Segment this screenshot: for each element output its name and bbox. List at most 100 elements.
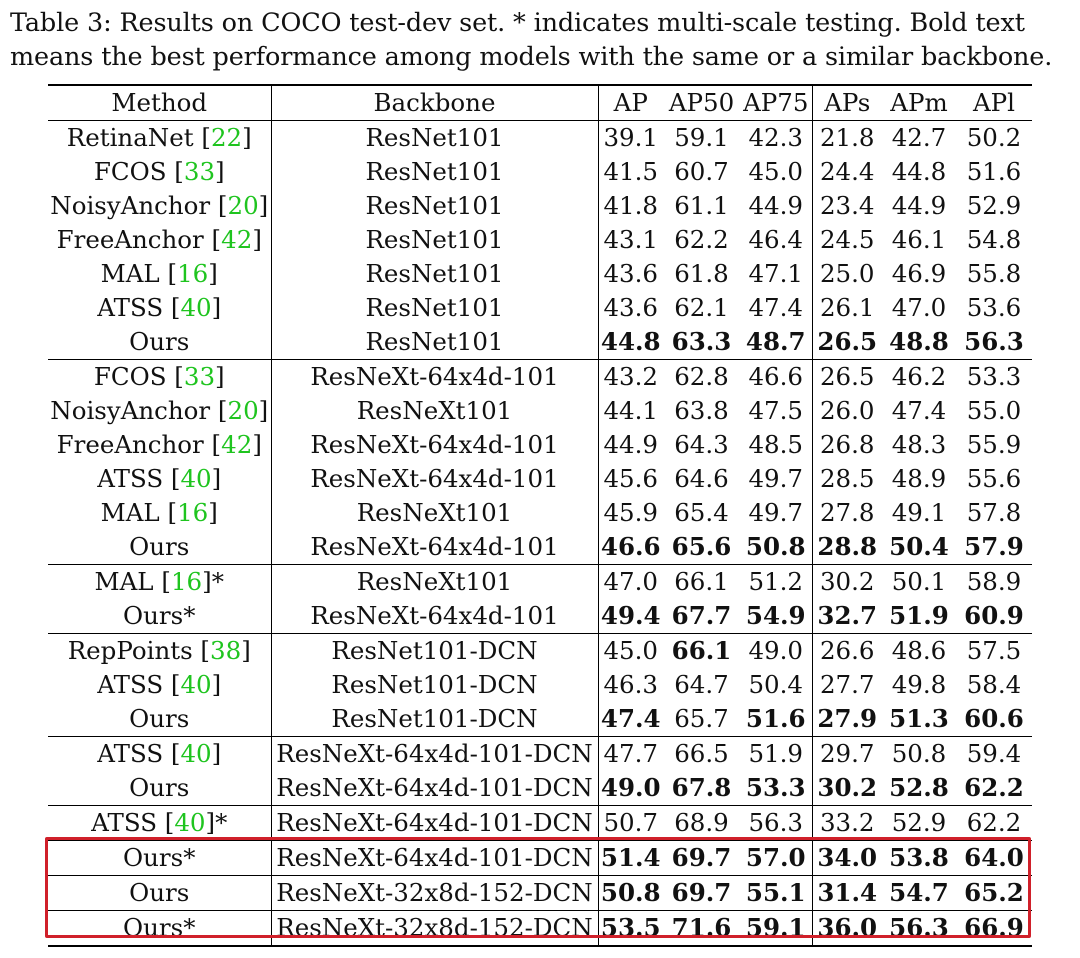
ap75-cell: 50.4 <box>748 670 804 699</box>
ap75-cell: 49.7 <box>748 464 804 493</box>
apl-cell: 59.4 <box>956 736 1032 771</box>
backbone-cell: ResNeXt101 <box>270 496 598 530</box>
apm-cell: 47.0 <box>891 293 947 322</box>
apm-cell: 53.8 <box>882 840 956 876</box>
method-name: RepPoints <box>67 636 193 665</box>
method-name: FCOS <box>93 362 167 391</box>
ap-cell: 44.9 <box>597 428 663 462</box>
apm-cell: 50.8 <box>882 736 956 771</box>
apl-cell: 66.9 <box>956 910 1032 947</box>
ap75-cell: 49.0 <box>740 633 812 668</box>
backbone-cell: ResNeXt-64x4d-101-DCN <box>270 805 598 841</box>
aps-cell: 24.4 <box>811 155 882 189</box>
multiscale-marker: * <box>183 601 196 630</box>
method-cell: Ours* <box>48 840 271 876</box>
ap75-cell: 47.4 <box>748 293 804 322</box>
apl-cell: 53.6 <box>966 293 1022 322</box>
apl-cell: 55.6 <box>966 464 1022 493</box>
caption-line-2: means the best performance among models … <box>10 42 1053 72</box>
apl-cell: 60.9 <box>964 601 1024 630</box>
header-ap: AP <box>597 84 663 121</box>
method-cell: FreeAnchor [42] <box>56 430 262 459</box>
citation-link[interactable]: 40 <box>174 808 206 837</box>
citation-link[interactable]: 33 <box>183 157 216 186</box>
table-row: NoisyAnchor [20] ResNeXt101 44.1 63.8 47.5 26… <box>48 394 1032 428</box>
apm-cell: 52.9 <box>882 805 956 841</box>
apl-cell: 57.5 <box>956 633 1032 668</box>
ap50-cell: 66.5 <box>663 736 740 771</box>
backbone-cell: ResNet101 <box>270 155 598 189</box>
table-row: MAL [16]* ResNeXt101 47.0 66.1 51.2 30.2 50.1 5… <box>48 564 1032 599</box>
ap75-cell: 46.4 <box>748 225 804 254</box>
multiscale-marker: * <box>215 808 228 837</box>
apm-cell: 48.6 <box>882 633 956 668</box>
citation-link[interactable]: 20 <box>227 396 259 425</box>
citation-link[interactable]: 40 <box>180 670 212 699</box>
method-name: ATSS <box>97 670 164 699</box>
aps-cell: 26.5 <box>811 359 882 394</box>
method-cell: ATSS [40] <box>97 464 222 493</box>
table-row: Ours* ResNeXt-32x8d-152-DCN 53.5 71.6 59.1 36… <box>48 910 1032 947</box>
ap50-cell: 69.7 <box>663 875 740 911</box>
table-row: ATSS [40] ResNet101 43.6 62.1 47.4 26.1 47.0 53… <box>48 291 1032 325</box>
ap-cell: 51.4 <box>597 840 663 876</box>
method-name: NoisyAnchor <box>50 191 211 220</box>
ap-cell: 49.0 <box>597 771 663 806</box>
caption-line-1: Table 3: Results on COCO test-dev set. *… <box>10 8 1025 38</box>
citation-link[interactable]: 42 <box>221 430 253 459</box>
ap-cell: 41.5 <box>597 155 663 189</box>
ap-cell: 45.6 <box>597 462 663 496</box>
aps-cell: 30.2 <box>811 771 882 806</box>
ap-cell: 43.2 <box>597 359 663 394</box>
table-row: Ours* ResNeXt-64x4d-101 49.4 67.7 54.9 32.7 51… <box>48 599 1032 634</box>
multiscale-marker: * <box>211 567 224 596</box>
citation-link[interactable]: 22 <box>210 123 243 152</box>
ap-cell: 45.0 <box>597 633 663 668</box>
citation-link[interactable]: 20 <box>227 191 259 220</box>
header-ap50: AP50 <box>663 84 740 121</box>
aps-cell: 33.2 <box>811 805 882 841</box>
table-row: ATSS [40] ResNeXt-64x4d-101 45.6 64.6 49.7 28… <box>48 462 1032 496</box>
method-cell: RepPoints [38] <box>48 633 271 668</box>
aps-cell: 26.8 <box>811 428 882 462</box>
apl-cell: 57.9 <box>964 532 1024 561</box>
aps-cell: 26.6 <box>811 633 882 668</box>
apm-cell: 49.8 <box>891 670 947 699</box>
ap75-cell: 47.5 <box>748 396 804 425</box>
citation-link[interactable]: 33 <box>183 362 216 391</box>
citation-link[interactable]: 40 <box>180 464 212 493</box>
citation-link[interactable]: 16 <box>177 498 209 527</box>
citation-link[interactable]: 16 <box>177 259 209 288</box>
table-body: RetinaNet [22] ResNet101 39.1 59.1 42.3 21.8 4… <box>48 120 1032 947</box>
ap-cell: 39.1 <box>597 120 663 155</box>
apm-cell: 44.9 <box>891 191 947 220</box>
aps-cell: 26.0 <box>811 394 882 428</box>
multiscale-marker: * <box>183 913 196 942</box>
apm-cell: 56.3 <box>882 910 956 947</box>
ap50-cell: 68.9 <box>663 805 740 841</box>
apl-cell: 56.3 <box>964 327 1024 356</box>
citation-link[interactable]: 40 <box>180 293 212 322</box>
ap-cell: 53.5 <box>597 910 663 947</box>
method-name: MAL <box>100 259 160 288</box>
apm-cell: 51.3 <box>889 704 949 733</box>
apl-cell: 55.0 <box>966 396 1022 425</box>
table-row: ATSS [40]* ResNeXt-64x4d-101-DCN 50.7 68.9 5… <box>48 805 1032 841</box>
ap75-cell: 45.0 <box>748 157 804 186</box>
method-cell: RetinaNet [22] <box>48 120 271 155</box>
method-cell: MAL [16] <box>100 498 218 527</box>
header-ap75: AP75 <box>740 84 812 121</box>
method-name: Ours <box>129 532 190 561</box>
method-cell: NoisyAnchor [20] <box>50 191 269 220</box>
method-name: ATSS <box>97 293 164 322</box>
ap75-cell: 49.7 <box>748 498 804 527</box>
citation-link[interactable]: 38 <box>210 636 242 665</box>
apm-cell: 48.3 <box>891 430 947 459</box>
citation-link[interactable]: 16 <box>170 567 203 596</box>
apm-cell: 51.9 <box>889 601 949 630</box>
method-name: NoisyAnchor <box>50 396 211 425</box>
citation-link[interactable]: 40 <box>180 739 212 768</box>
ap-cell: 46.6 <box>597 530 663 565</box>
citation-link[interactable]: 42 <box>221 225 253 254</box>
ap50-cell: 59.1 <box>663 120 740 155</box>
